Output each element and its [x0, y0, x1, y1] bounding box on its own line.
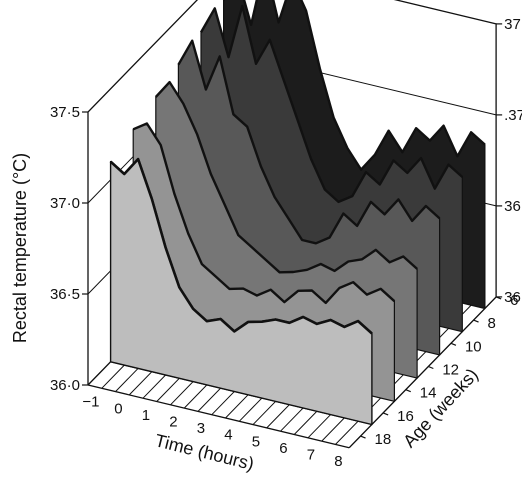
floor-front-edge: [87, 384, 350, 449]
y-left-tick-3: 37·5: [50, 104, 80, 121]
y-right-tick-2: .37·0: [504, 107, 522, 124]
x-tick-4: 3: [197, 420, 205, 437]
y-right-tick-1: 36·5: [504, 198, 522, 215]
x-tick-2: 1: [142, 407, 150, 424]
x-tick-3: 2: [169, 413, 177, 430]
series-line-15wk: [132, 122, 396, 305]
series-line-11wk: [177, 39, 441, 245]
z-tick-mark: [473, 319, 479, 323]
series-line-7wk: [223, 0, 486, 171]
x-tick-8: 7: [307, 446, 315, 463]
z-tick-0: 6: [510, 292, 518, 309]
z-tick-2: 10: [465, 338, 482, 355]
x-tick-9: 8: [334, 453, 342, 470]
z-tick-mark: [495, 296, 502, 300]
series-line-13wk: [154, 80, 418, 274]
x-tick-5: 4: [224, 427, 232, 444]
y-left-tick-2: 37·0: [50, 195, 80, 212]
z-tick-5: 16: [397, 408, 414, 425]
floor-right-edge: [348, 296, 497, 449]
z-tick-mark: [360, 435, 366, 439]
tick-labels: 36·036·537·037·536·036·5.37·037·5−101234…: [50, 16, 522, 470]
y-right-tick-3: 37·5: [504, 16, 522, 33]
z-tick-4: 14: [420, 385, 437, 402]
front-edges: [109, 157, 373, 426]
y-left-tick-0: 36·0: [50, 377, 80, 394]
z-tick-1: 8: [488, 315, 496, 332]
z-tick-6: 18: [375, 431, 392, 448]
x-tick-1: 0: [114, 400, 122, 417]
z-tick-mark: [428, 365, 434, 370]
z-tick-mark: [450, 342, 457, 346]
y-left-tick-1: 36·5: [50, 286, 80, 303]
z-tick-mark: [405, 389, 411, 393]
x-tick-6: 5: [252, 433, 260, 450]
z-tick-3: 12: [442, 362, 459, 379]
y-axis-title: Rectal temperature (°C): [10, 153, 30, 343]
z-tick-mark: [382, 412, 389, 416]
front-series-line: [109, 157, 373, 335]
x-tick-7: 6: [279, 440, 287, 457]
series-line-9wk: [199, 4, 464, 204]
x-tick-0: −1: [82, 394, 99, 411]
y-right-tick-0: 36·0: [504, 289, 522, 306]
